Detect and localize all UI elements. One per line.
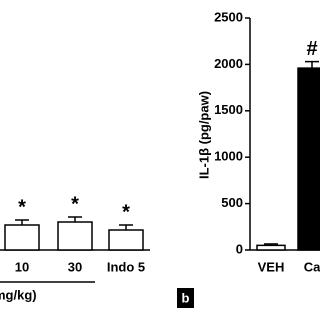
annotation: * [18,196,26,218]
x-tick-label: Ca [304,259,320,274]
y-axis-label: IL-1β (pg/paw) [196,91,211,179]
y-tick-label: 2000 [214,56,243,71]
annotation: # [306,38,317,60]
x-tick-label: VEH [258,259,285,274]
x-tick-label: 30 [68,259,82,274]
y-tick-label: 1500 [214,102,243,117]
y-tick-label: 1000 [214,149,243,164]
bar [57,221,93,251]
bar [108,229,144,251]
panel-label: b [182,290,190,305]
y-tick-label: 0 [236,241,243,256]
annotation: * [122,201,130,223]
y-tick-label: 2500 [214,9,243,24]
bar [297,67,320,251]
x-tick-label: Indo 5 [107,259,145,274]
x-tick-label: 10 [15,259,29,274]
y-tick-label: 500 [221,195,243,210]
bar [4,224,40,251]
bar [256,244,286,251]
panel-label-box [177,288,194,308]
x-axis-label: mg/kg) [0,287,37,302]
annotation: * [71,193,79,215]
